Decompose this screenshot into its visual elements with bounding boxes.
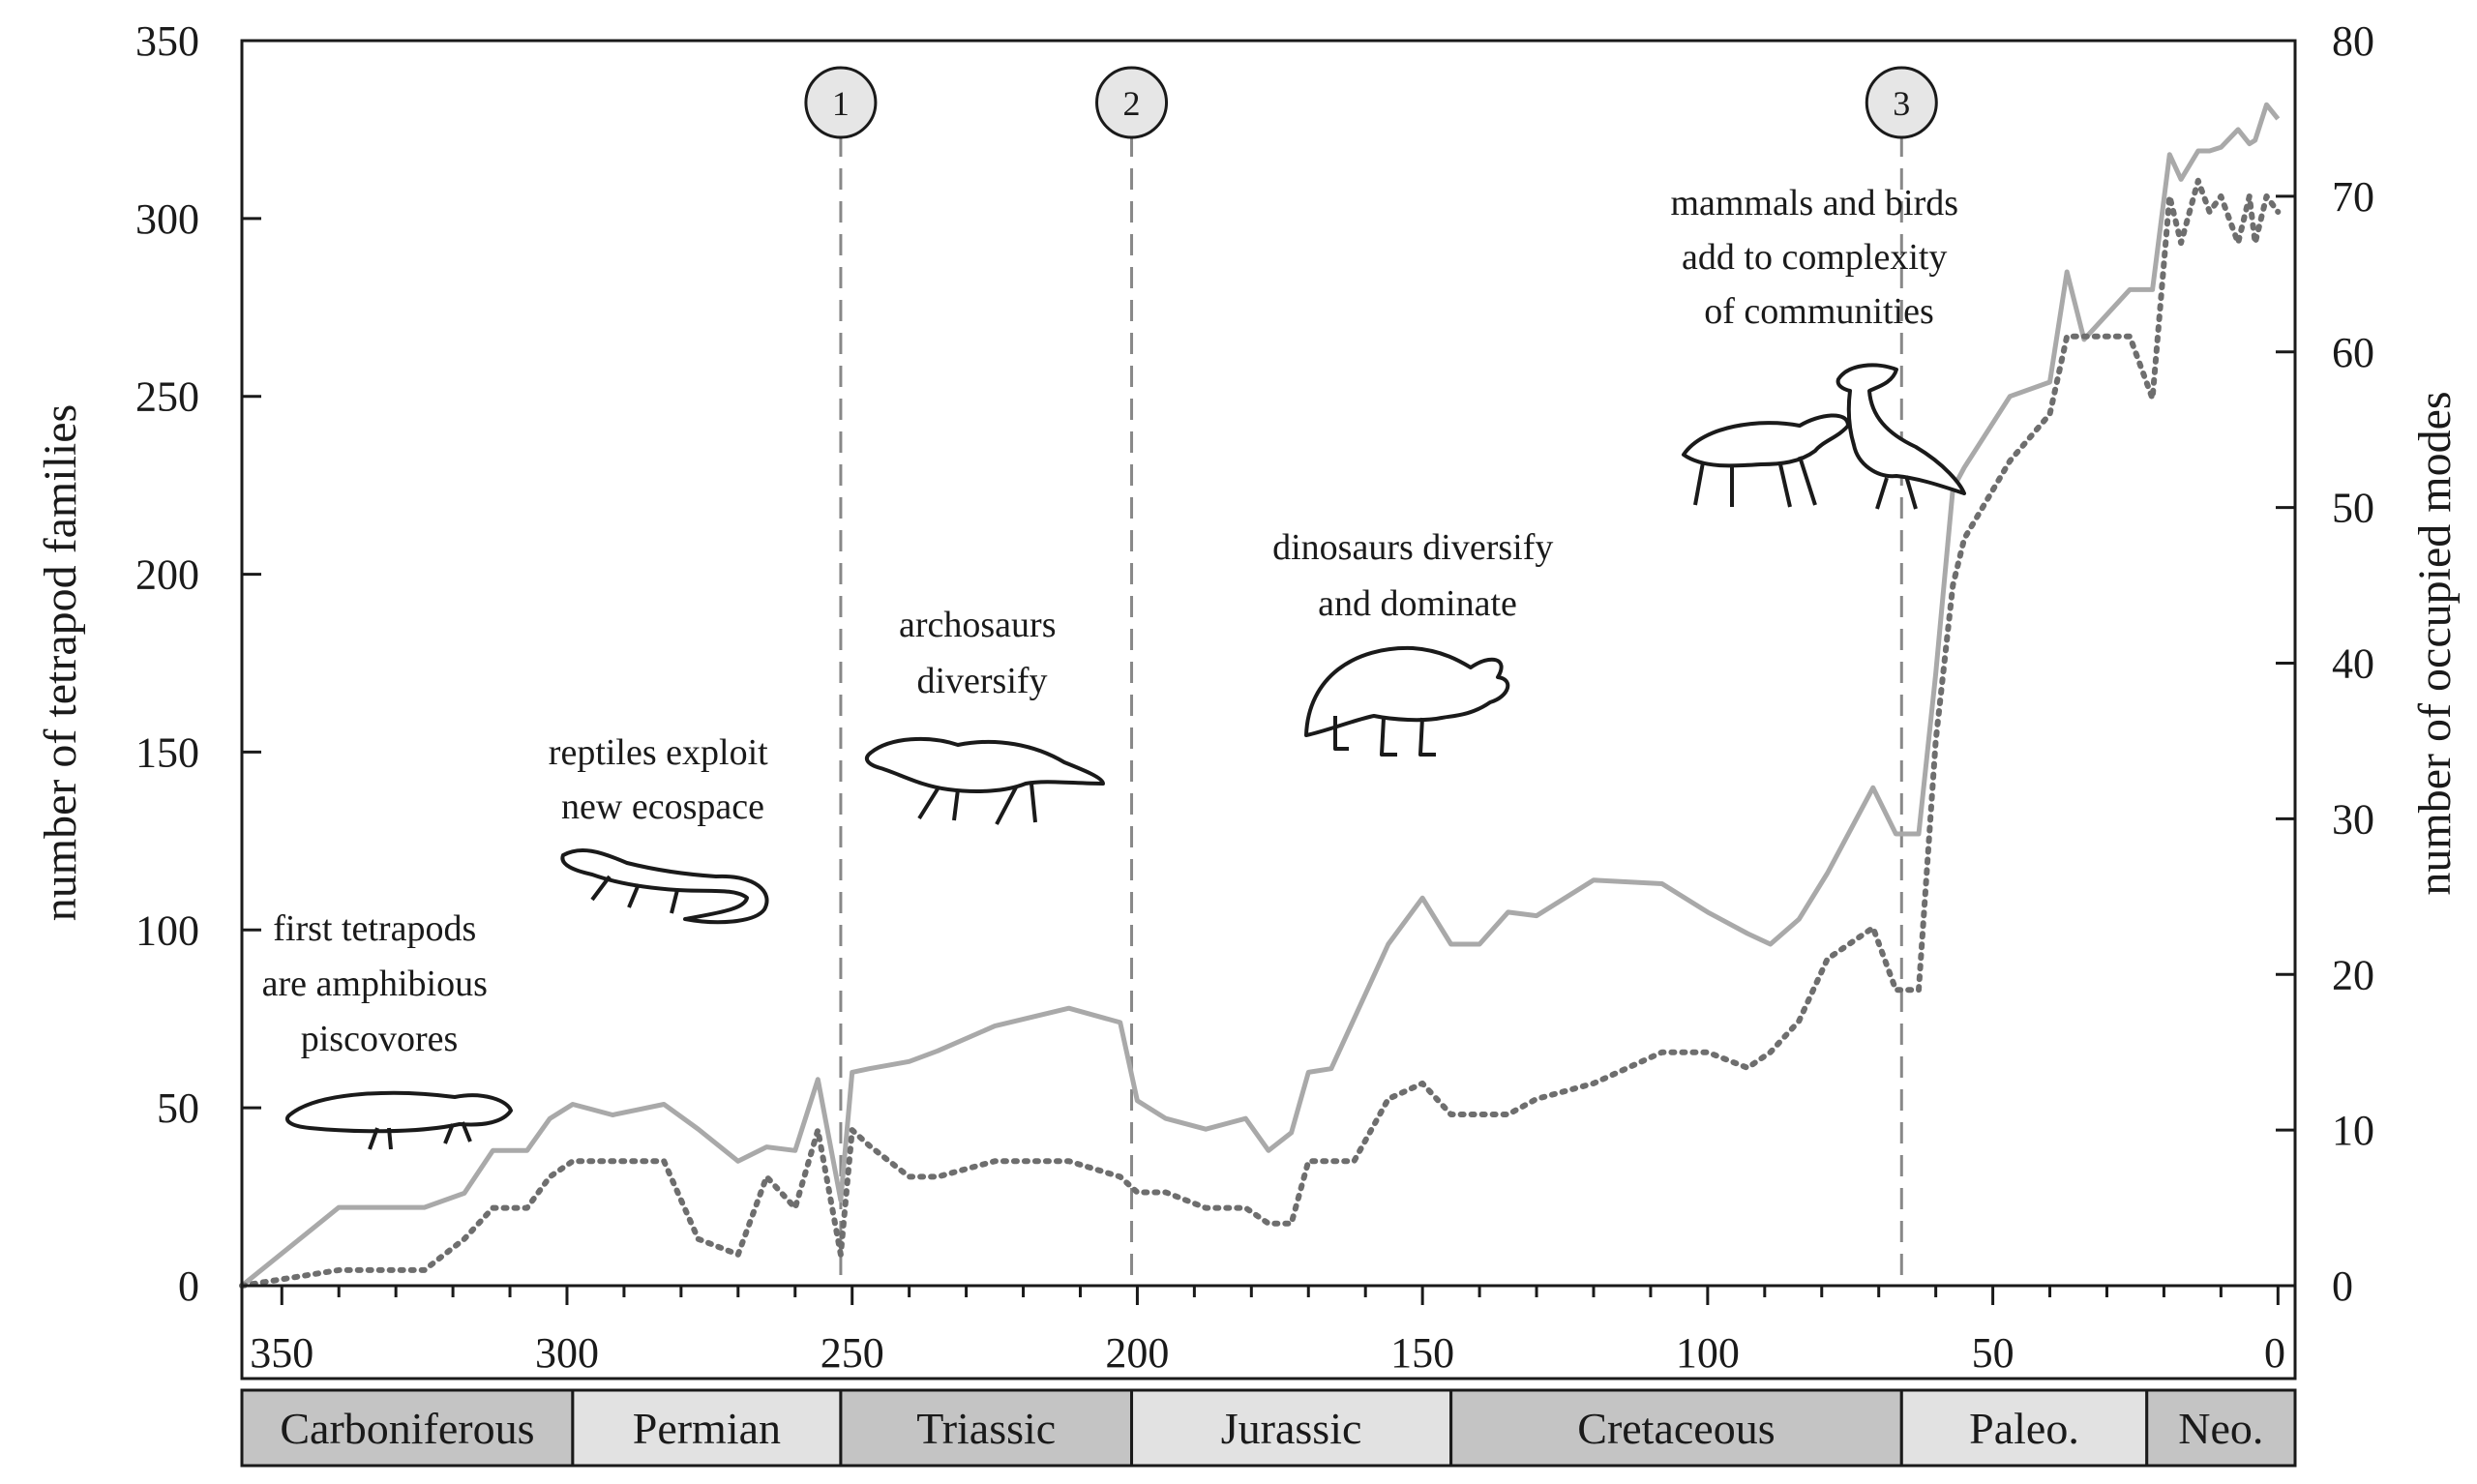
y-tick-label: 100 — [135, 906, 199, 954]
y2-tick-label: 10 — [2332, 1107, 2374, 1154]
event-markers: 1 2 3 — [804, 66, 1938, 139]
occupied-modes-line — [239, 177, 2282, 1289]
y-tick-label: 250 — [135, 373, 199, 421]
y2-tick-label: 70 — [2332, 173, 2374, 221]
geologic-periods: Carboniferous Permian Triassic Jurassic Cret… — [240, 1388, 2297, 1468]
x-tick-label: 200 — [1105, 1329, 1169, 1377]
period-label: Cretaceous — [1577, 1404, 1775, 1453]
bird-icon — [1835, 363, 1966, 510]
plot-frame — [240, 39, 2297, 1288]
y2-tick-label: 80 — [2332, 17, 2374, 65]
period-label: Paleo. — [1969, 1404, 2079, 1453]
right-axis-title: number of occupied modes — [2409, 391, 2461, 895]
period-label: Triassic — [916, 1404, 1056, 1453]
y-tick-label: 150 — [135, 728, 199, 776]
event-circle — [804, 66, 878, 139]
amphibian-icon — [285, 1090, 513, 1150]
annotation-mammals: mammals and birds add to complexity of c… — [1670, 183, 1967, 332]
annotation-reptiles: reptiles exploit new ecospace — [549, 732, 777, 827]
series-lines — [239, 102, 2282, 1289]
event-circle — [1865, 66, 1938, 139]
x-tick-label: 50 — [1972, 1329, 2014, 1377]
event-label: 2 — [1123, 84, 1141, 123]
y-tick-label: 200 — [135, 551, 199, 599]
y-tick-label: 350 — [135, 17, 199, 65]
period-label: Carboniferous — [280, 1404, 534, 1453]
annotation-dinosaurs: dinosaurs diversify and dominate — [1272, 527, 1563, 624]
x-tick-label: 100 — [1676, 1329, 1740, 1377]
period-box — [839, 1388, 1134, 1468]
y-tick-label: 0 — [178, 1262, 199, 1310]
x-tick-label: 150 — [1390, 1329, 1454, 1377]
y2-tick-label: 40 — [2332, 640, 2374, 688]
annotation-archosaurs: archosaurs diversify — [899, 605, 1065, 701]
y2-tick-label: 30 — [2332, 795, 2374, 843]
x-tick-label: 0 — [2264, 1329, 2285, 1377]
period-box — [1130, 1388, 1453, 1468]
extinction-events — [839, 135, 1903, 1286]
y2-tick-label: 60 — [2332, 329, 2374, 376]
reptile-icon — [560, 847, 769, 925]
period-box — [1449, 1388, 1903, 1468]
triceratops-icon — [1304, 645, 1510, 757]
x-tick-label: 300 — [535, 1329, 599, 1377]
period-box — [571, 1388, 843, 1468]
y-tick-label: 50 — [157, 1084, 199, 1132]
y2-tick-label: 0 — [2332, 1262, 2353, 1310]
period-label: Permian — [633, 1404, 781, 1453]
x-tick-label: 350 — [250, 1329, 313, 1377]
period-box — [1899, 1388, 2149, 1468]
period-label: Neo. — [2178, 1404, 2263, 1453]
archosaur-icon — [864, 736, 1105, 825]
tetrapod-families-line — [240, 102, 2281, 1288]
left-axis-title: number of tetrapod families — [35, 404, 86, 922]
period-box — [2145, 1388, 2297, 1468]
x-axis: 350 300 250 200 150 100 50 0 — [250, 1286, 2285, 1377]
annotation-tetrapods: first tetrapods are amphibious piscovore… — [262, 908, 497, 1059]
event-label: 3 — [1893, 84, 1910, 123]
right-axis: 0 10 20 30 40 50 60 70 80 — [2276, 17, 2374, 1310]
left-axis: 0 50 100 150 200 250 300 350 — [135, 17, 261, 1310]
period-label: Jurassic — [1221, 1404, 1362, 1453]
mammal-icon — [1682, 413, 1850, 508]
event-label: 1 — [832, 84, 850, 123]
y2-tick-label: 20 — [2332, 951, 2374, 998]
x-axis-bar — [240, 1284, 2297, 1380]
y-tick-label: 300 — [135, 195, 199, 243]
y2-tick-label: 50 — [2332, 485, 2374, 532]
event-circle — [1095, 66, 1169, 139]
x-tick-label: 250 — [821, 1329, 884, 1377]
